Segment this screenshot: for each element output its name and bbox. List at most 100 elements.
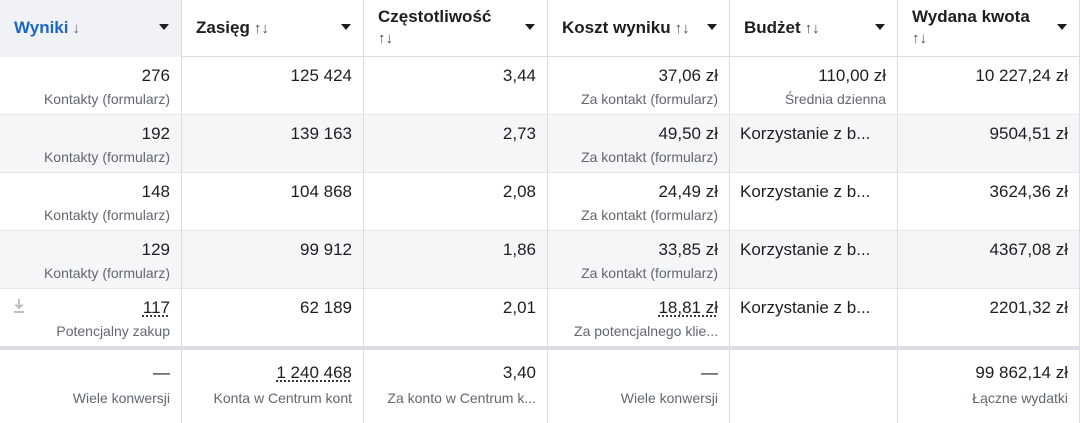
cost-cell: 37,06 zł Za kontakt (formularz) xyxy=(548,57,730,115)
column-header-results[interactable]: Wyniki ↓ xyxy=(0,0,182,57)
budget-value: Korzystanie z b... xyxy=(740,240,871,259)
reach-cell: 125 424 xyxy=(182,57,364,115)
total-cost-value: — xyxy=(701,363,718,382)
total-reach-cell: 1 240 468 Konta w Centrum kont xyxy=(182,350,364,423)
amount-spent-cell: 3624,36 zł xyxy=(898,173,1080,231)
frequency-value: 2,01 xyxy=(502,298,536,317)
results-type: Kontakty (formularz) xyxy=(43,91,170,107)
totals-row: — Wiele konwersji 1 240 468 Konta w Cent… xyxy=(0,350,1080,423)
budget-value: 110,00 zł xyxy=(818,66,886,85)
frequency-cell: 2,01 xyxy=(364,289,548,347)
results-value: 192 xyxy=(141,124,170,143)
results-cell: 148 Kontakty (formularz) xyxy=(0,173,182,231)
cost-type: Za potencjalnego klie... xyxy=(574,323,718,339)
cost-type: Za kontakt (formularz) xyxy=(581,91,718,107)
total-results-value: — xyxy=(153,363,170,382)
cost-type: Za kontakt (formularz) xyxy=(581,265,718,281)
results-type: Kontakty (formularz) xyxy=(43,207,170,223)
sort-icon[interactable]: ↑↓ xyxy=(674,20,690,37)
reach-value: 62 189 xyxy=(300,298,352,317)
column-header-reach[interactable]: Zasięg ↑↓ xyxy=(182,0,364,57)
column-label: Budżet xyxy=(744,18,801,37)
results-type: Potencjalny zakup xyxy=(56,323,170,339)
reach-cell: 62 189 xyxy=(182,289,364,347)
column-header-frequency[interactable]: Częstotliwość ↑↓ xyxy=(364,0,548,57)
budget-cell[interactable]: Korzystanie z b... xyxy=(730,173,898,231)
chevron-down-icon[interactable] xyxy=(159,24,169,30)
table-row[interactable]: 117 Potencjalny zakup 62 189 2,01 18,81 … xyxy=(0,289,1080,347)
cost-type: Za kontakt (formularz) xyxy=(581,149,718,165)
reach-cell: 139 163 xyxy=(182,115,364,173)
cost-value: 33,85 zł xyxy=(658,240,718,259)
column-header-budget[interactable]: Budżet ↑↓ xyxy=(730,0,898,57)
column-label: Wydana kwota xyxy=(912,7,1030,26)
frequency-cell: 1,86 xyxy=(364,231,548,289)
column-header-cost-per-result[interactable]: Koszt wyniku ↑↓ xyxy=(548,0,730,57)
budget-type: Średnia dzienna xyxy=(784,91,886,107)
budget-cell[interactable]: Korzystanie z b... xyxy=(730,289,898,347)
chevron-down-icon[interactable] xyxy=(707,24,717,30)
results-value: 148 xyxy=(141,182,170,201)
budget-cell[interactable]: Korzystanie z b... xyxy=(730,115,898,173)
table-row[interactable]: 192 Kontakty (formularz) 139 163 2,73 49… xyxy=(0,115,1080,173)
cost-value: 24,49 zł xyxy=(658,182,718,201)
results-value: 129 xyxy=(141,240,170,259)
budget-cell[interactable]: 110,00 zł Średnia dzienna xyxy=(730,57,898,115)
table-row[interactable]: 129 Kontakty (formularz) 99 912 1,86 33,… xyxy=(0,231,1080,289)
total-reach-value[interactable]: 1 240 468 xyxy=(276,363,352,382)
totals-divider xyxy=(0,346,1080,350)
budget-value: Korzystanie z b... xyxy=(740,182,871,201)
cost-cell: 33,85 zł Za kontakt (formularz) xyxy=(548,231,730,289)
results-value[interactable]: 117 xyxy=(142,298,170,317)
amount-spent-cell: 9504,51 zł xyxy=(898,115,1080,173)
frequency-value: 3,44 xyxy=(502,66,536,85)
column-header-amount-spent[interactable]: Wydana kwota ↑↓ xyxy=(898,0,1080,57)
table-header: Wyniki ↓ Zasięg ↑↓ Częstotliwość ↑↓ Koszt … xyxy=(0,0,1080,57)
amount-spent-cell: 10 227,24 zł xyxy=(898,57,1080,115)
chevron-down-icon[interactable] xyxy=(525,24,535,30)
sort-icon[interactable]: ↑↓ xyxy=(378,30,393,47)
reach-cell: 104 868 xyxy=(182,173,364,231)
chevron-down-icon[interactable] xyxy=(875,24,885,30)
reach-cell: 99 912 xyxy=(182,231,364,289)
download-icon[interactable] xyxy=(13,298,25,314)
reach-value: 139 163 xyxy=(290,124,352,143)
amount-spent-value: 10 227,24 zł xyxy=(975,66,1068,85)
cost-cell: 18,81 zł Za potencjalnego klie... xyxy=(548,289,730,347)
column-label: Wyniki xyxy=(14,18,69,37)
cost-value: 49,50 zł xyxy=(658,124,718,143)
cost-value[interactable]: 18,81 zł xyxy=(658,298,718,317)
results-value: 276 xyxy=(141,66,170,85)
chevron-down-icon[interactable] xyxy=(1057,24,1067,30)
total-frequency-value: 3,40 xyxy=(502,363,536,382)
sort-desc-icon[interactable]: ↓ xyxy=(72,20,80,37)
total-results-type: Wiele konwersji xyxy=(72,390,170,406)
total-results-cell: — Wiele konwersji xyxy=(0,350,182,423)
results-cell: 192 Kontakty (formularz) xyxy=(0,115,182,173)
total-amount-spent-value: 99 862,14 zł xyxy=(975,363,1068,382)
reach-value: 104 868 xyxy=(290,182,352,201)
results-cell: 117 Potencjalny zakup xyxy=(0,289,182,347)
column-label: Koszt wyniku xyxy=(562,18,671,37)
total-budget-cell xyxy=(730,350,898,423)
amount-spent-value: 2201,32 zł xyxy=(989,298,1068,317)
table-row[interactable]: 148 Kontakty (formularz) 104 868 2,08 24… xyxy=(0,173,1080,231)
sort-icon[interactable]: ↑↓ xyxy=(804,20,820,37)
total-cost-type: Wiele konwersji xyxy=(620,390,718,406)
frequency-value: 2,73 xyxy=(502,124,536,143)
sort-icon[interactable]: ↑↓ xyxy=(912,30,927,47)
amount-spent-value: 9504,51 zł xyxy=(989,124,1068,143)
sort-icon[interactable]: ↑↓ xyxy=(253,20,269,37)
total-frequency-type: Za konto w Centrum k... xyxy=(387,390,536,406)
cost-value: 37,06 zł xyxy=(658,66,718,85)
table-row[interactable]: 276 Kontakty (formularz) 125 424 3,44 37… xyxy=(0,57,1080,115)
frequency-cell: 2,08 xyxy=(364,173,548,231)
amount-spent-value: 3624,36 zł xyxy=(989,182,1068,201)
total-reach-type: Konta w Centrum kont xyxy=(213,390,352,406)
results-type: Kontakty (formularz) xyxy=(43,265,170,281)
budget-cell[interactable]: Korzystanie z b... xyxy=(730,231,898,289)
cost-cell: 49,50 zł Za kontakt (formularz) xyxy=(548,115,730,173)
chevron-down-icon[interactable] xyxy=(341,24,351,30)
reach-value: 125 424 xyxy=(290,66,352,85)
